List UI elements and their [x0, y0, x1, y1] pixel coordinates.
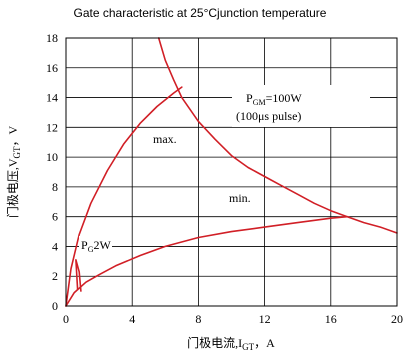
series-line [157, 37, 398, 234]
chart-title: Gate characteristic at 25°Cjunction temp… [74, 6, 327, 20]
x-tick-label: 4 [129, 312, 135, 326]
y-tick-label: 0 [52, 299, 58, 313]
pgm-label-background [232, 85, 370, 127]
series-line [65, 86, 183, 307]
pgm-annotation: PGM=100W [246, 91, 302, 107]
y-tick-label: 18 [46, 31, 58, 45]
pg-annotation: PG2W [81, 238, 111, 254]
y-tick-label: 10 [46, 150, 58, 164]
min-annotation: min. [229, 191, 251, 205]
x-tick-label: 16 [325, 312, 337, 326]
series-line [75, 258, 82, 292]
max-annotation: max. [153, 132, 177, 146]
x-tick-label: 20 [391, 312, 403, 326]
y-tick-label: 12 [46, 120, 58, 134]
x-tick-label: 8 [195, 312, 201, 326]
x-tick-label: 12 [259, 312, 271, 326]
y-tick-label: 14 [46, 91, 58, 105]
pulse-annotation: (100μs pulse) [236, 109, 301, 123]
y-tick-label: 16 [46, 61, 58, 75]
min-label-background [226, 189, 262, 207]
y-tick-label: 6 [52, 210, 58, 224]
plot-frame [65, 37, 398, 307]
x-tick-label: 0 [63, 312, 69, 326]
x-tick-labels: 0 4 8 12 16 20 [63, 312, 403, 326]
pg-label-background [79, 236, 112, 254]
x-axis-label: 门极电流,IGT，A [187, 335, 275, 352]
y-tick-label: 4 [52, 239, 58, 253]
y-tick-label: 2 [52, 269, 58, 283]
series-curves [65, 37, 398, 307]
y-axis-label: 门极电压,VGT，V [5, 125, 22, 218]
y-tick-label: 8 [52, 180, 58, 194]
series-line [65, 215, 349, 307]
max-label-background [150, 130, 186, 148]
y-tick-labels: 0 2 4 6 8 10 12 14 16 18 [46, 31, 58, 313]
